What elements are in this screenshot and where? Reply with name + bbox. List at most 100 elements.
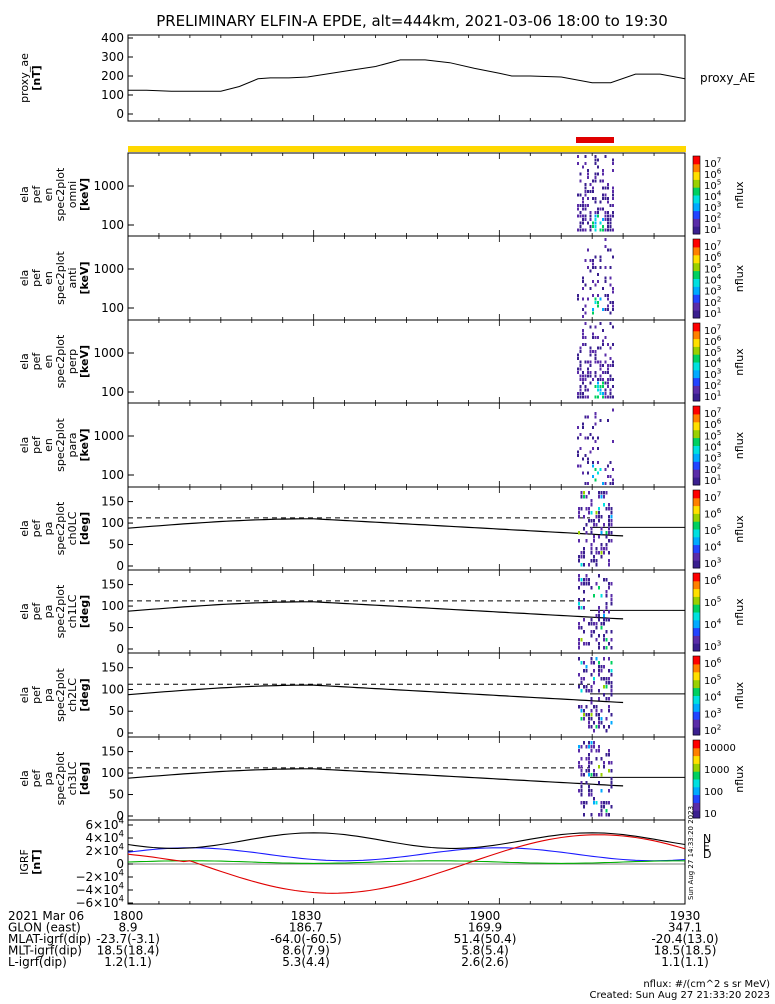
colorbar-segment [693, 617, 700, 621]
colorbar-segment [693, 558, 700, 561]
spectrogram-cell [594, 336, 597, 339]
colorbar-segment [693, 224, 700, 227]
pitch-angle-cell [610, 594, 613, 598]
colorbar-segment [693, 477, 700, 480]
pitch-angle-cell [608, 801, 610, 805]
spectrogram-cell [589, 450, 592, 454]
colorbar-segment [693, 264, 700, 268]
y-tick-label: 300 [101, 50, 124, 64]
pitch-angle-cell [593, 721, 595, 725]
spectrogram-cell [582, 218, 584, 221]
pitch-angle-cell [603, 801, 605, 805]
y-tick-label: 200 [101, 69, 124, 83]
colorbar-segment [693, 173, 700, 176]
colorbar-segment [693, 600, 700, 603]
colorbar-segment [693, 699, 700, 702]
footer-row-label: MLT-igrf(dip) [8, 944, 82, 958]
pitch-angle-cell [593, 797, 595, 801]
spectrogram-cell [609, 266, 612, 269]
igrf-line [127, 860, 685, 864]
science-zone-bar [128, 146, 686, 152]
colorbar-segment [693, 697, 700, 700]
colorbar-segment [693, 753, 700, 757]
spectrogram-cell [609, 392, 612, 395]
pitch-angle-cell [590, 773, 593, 777]
pitch-angle-cell [595, 511, 598, 515]
colorbar-segment [693, 521, 700, 524]
pitch-angle-cell [598, 618, 600, 622]
y-axis-label: [keV] [78, 261, 91, 294]
spectrogram-cell [602, 228, 604, 232]
spectrogram-cell [579, 395, 582, 399]
spectrogram-cell [589, 374, 592, 378]
colorbar-title: nflux [733, 431, 746, 459]
panel-frame [127, 569, 686, 654]
pitch-angle-cell [595, 614, 598, 618]
colorbar-segment [693, 741, 700, 745]
y-tick-label: 150 [101, 661, 124, 675]
colorbar-segment [693, 780, 700, 784]
spectrogram-cell [602, 371, 604, 374]
colorbar-segment [693, 471, 700, 474]
pitch-angle-cell [588, 717, 590, 721]
spectrogram-cell [602, 343, 604, 346]
spectrogram-cell [607, 419, 609, 422]
colorbar-segment [693, 461, 700, 464]
pitch-angle-cell [583, 618, 585, 622]
spectrogram-cell [592, 350, 594, 353]
spectrogram-cell [582, 378, 584, 381]
y-tick-label: 150 [101, 495, 124, 509]
spectrogram-cell [582, 457, 584, 461]
pitch-angle-cell [593, 677, 595, 681]
y-axis-label: ch1LC [66, 594, 79, 628]
spectrogram-cell [612, 287, 614, 290]
spectrogram-cell [582, 381, 584, 385]
colorbar-segment [693, 681, 700, 685]
pitch-angle-cell [593, 769, 595, 773]
colorbar-segment [693, 266, 700, 270]
spectrogram-cell [579, 364, 582, 367]
pitch-angle-cell [585, 705, 588, 709]
pitch-angle-cell [600, 757, 603, 761]
pitch-angle-cell [595, 547, 598, 551]
pitch-angle-cell [580, 745, 583, 749]
colorbar-segment [693, 308, 700, 311]
colorbar-segment [693, 501, 700, 505]
spectrogram-cell [594, 211, 597, 214]
spectrogram-cell [597, 207, 599, 211]
spectrogram-cell [592, 308, 594, 311]
colorbar-tick-label: 104 [704, 439, 722, 454]
spectrogram-cell [594, 179, 597, 183]
pitch-angle-cell [593, 519, 595, 523]
colorbar-segment [693, 206, 700, 210]
colorbar-segment [693, 673, 700, 677]
spectrogram-cell [584, 207, 587, 211]
pitch-angle-cell [598, 606, 600, 610]
colorbar-segment [693, 189, 700, 192]
colorbar-segment [693, 804, 700, 807]
spectrogram-cell [597, 388, 599, 392]
colorbar-segment [693, 358, 700, 361]
colorbar-segment [693, 610, 700, 613]
pitch-angle-cell [598, 511, 600, 515]
pitch-angle-cell [605, 646, 608, 650]
colorbar-tick-label: 104 [704, 272, 722, 287]
y-tick-label: 100 [101, 385, 124, 399]
colorbar-segment [693, 395, 700, 398]
pitch-angle-cell [580, 606, 583, 610]
pitch-angle-cell [595, 709, 598, 713]
pitch-angle-cell [608, 503, 610, 507]
y-axis-label: ela [18, 353, 31, 370]
colorbar-segment [693, 777, 700, 780]
pitch-angle-cell [603, 523, 605, 527]
colorbar-segment [693, 459, 700, 462]
pitch-angle-cell [608, 515, 610, 519]
y-axis-label: IGRF [18, 849, 31, 875]
pitch-angle-cell [598, 713, 600, 717]
pitch-angle-cell [590, 713, 593, 717]
pitch-angle-cell [588, 745, 590, 749]
pitch-angle-cell [588, 689, 590, 693]
pitch-angle-cell [580, 785, 583, 789]
spectrogram-cell [589, 214, 592, 218]
y-axis-label: omni [66, 181, 79, 208]
